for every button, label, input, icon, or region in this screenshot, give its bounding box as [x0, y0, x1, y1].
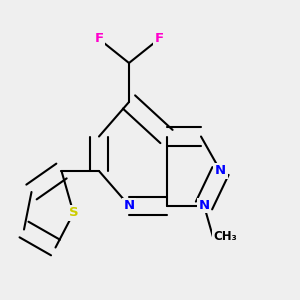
- Text: F: F: [154, 32, 164, 46]
- Text: F: F: [94, 32, 103, 46]
- Text: N: N: [215, 164, 226, 178]
- Text: N: N: [123, 199, 135, 212]
- Text: CH₃: CH₃: [213, 230, 237, 244]
- Text: S: S: [69, 206, 78, 220]
- Text: N: N: [198, 199, 210, 212]
